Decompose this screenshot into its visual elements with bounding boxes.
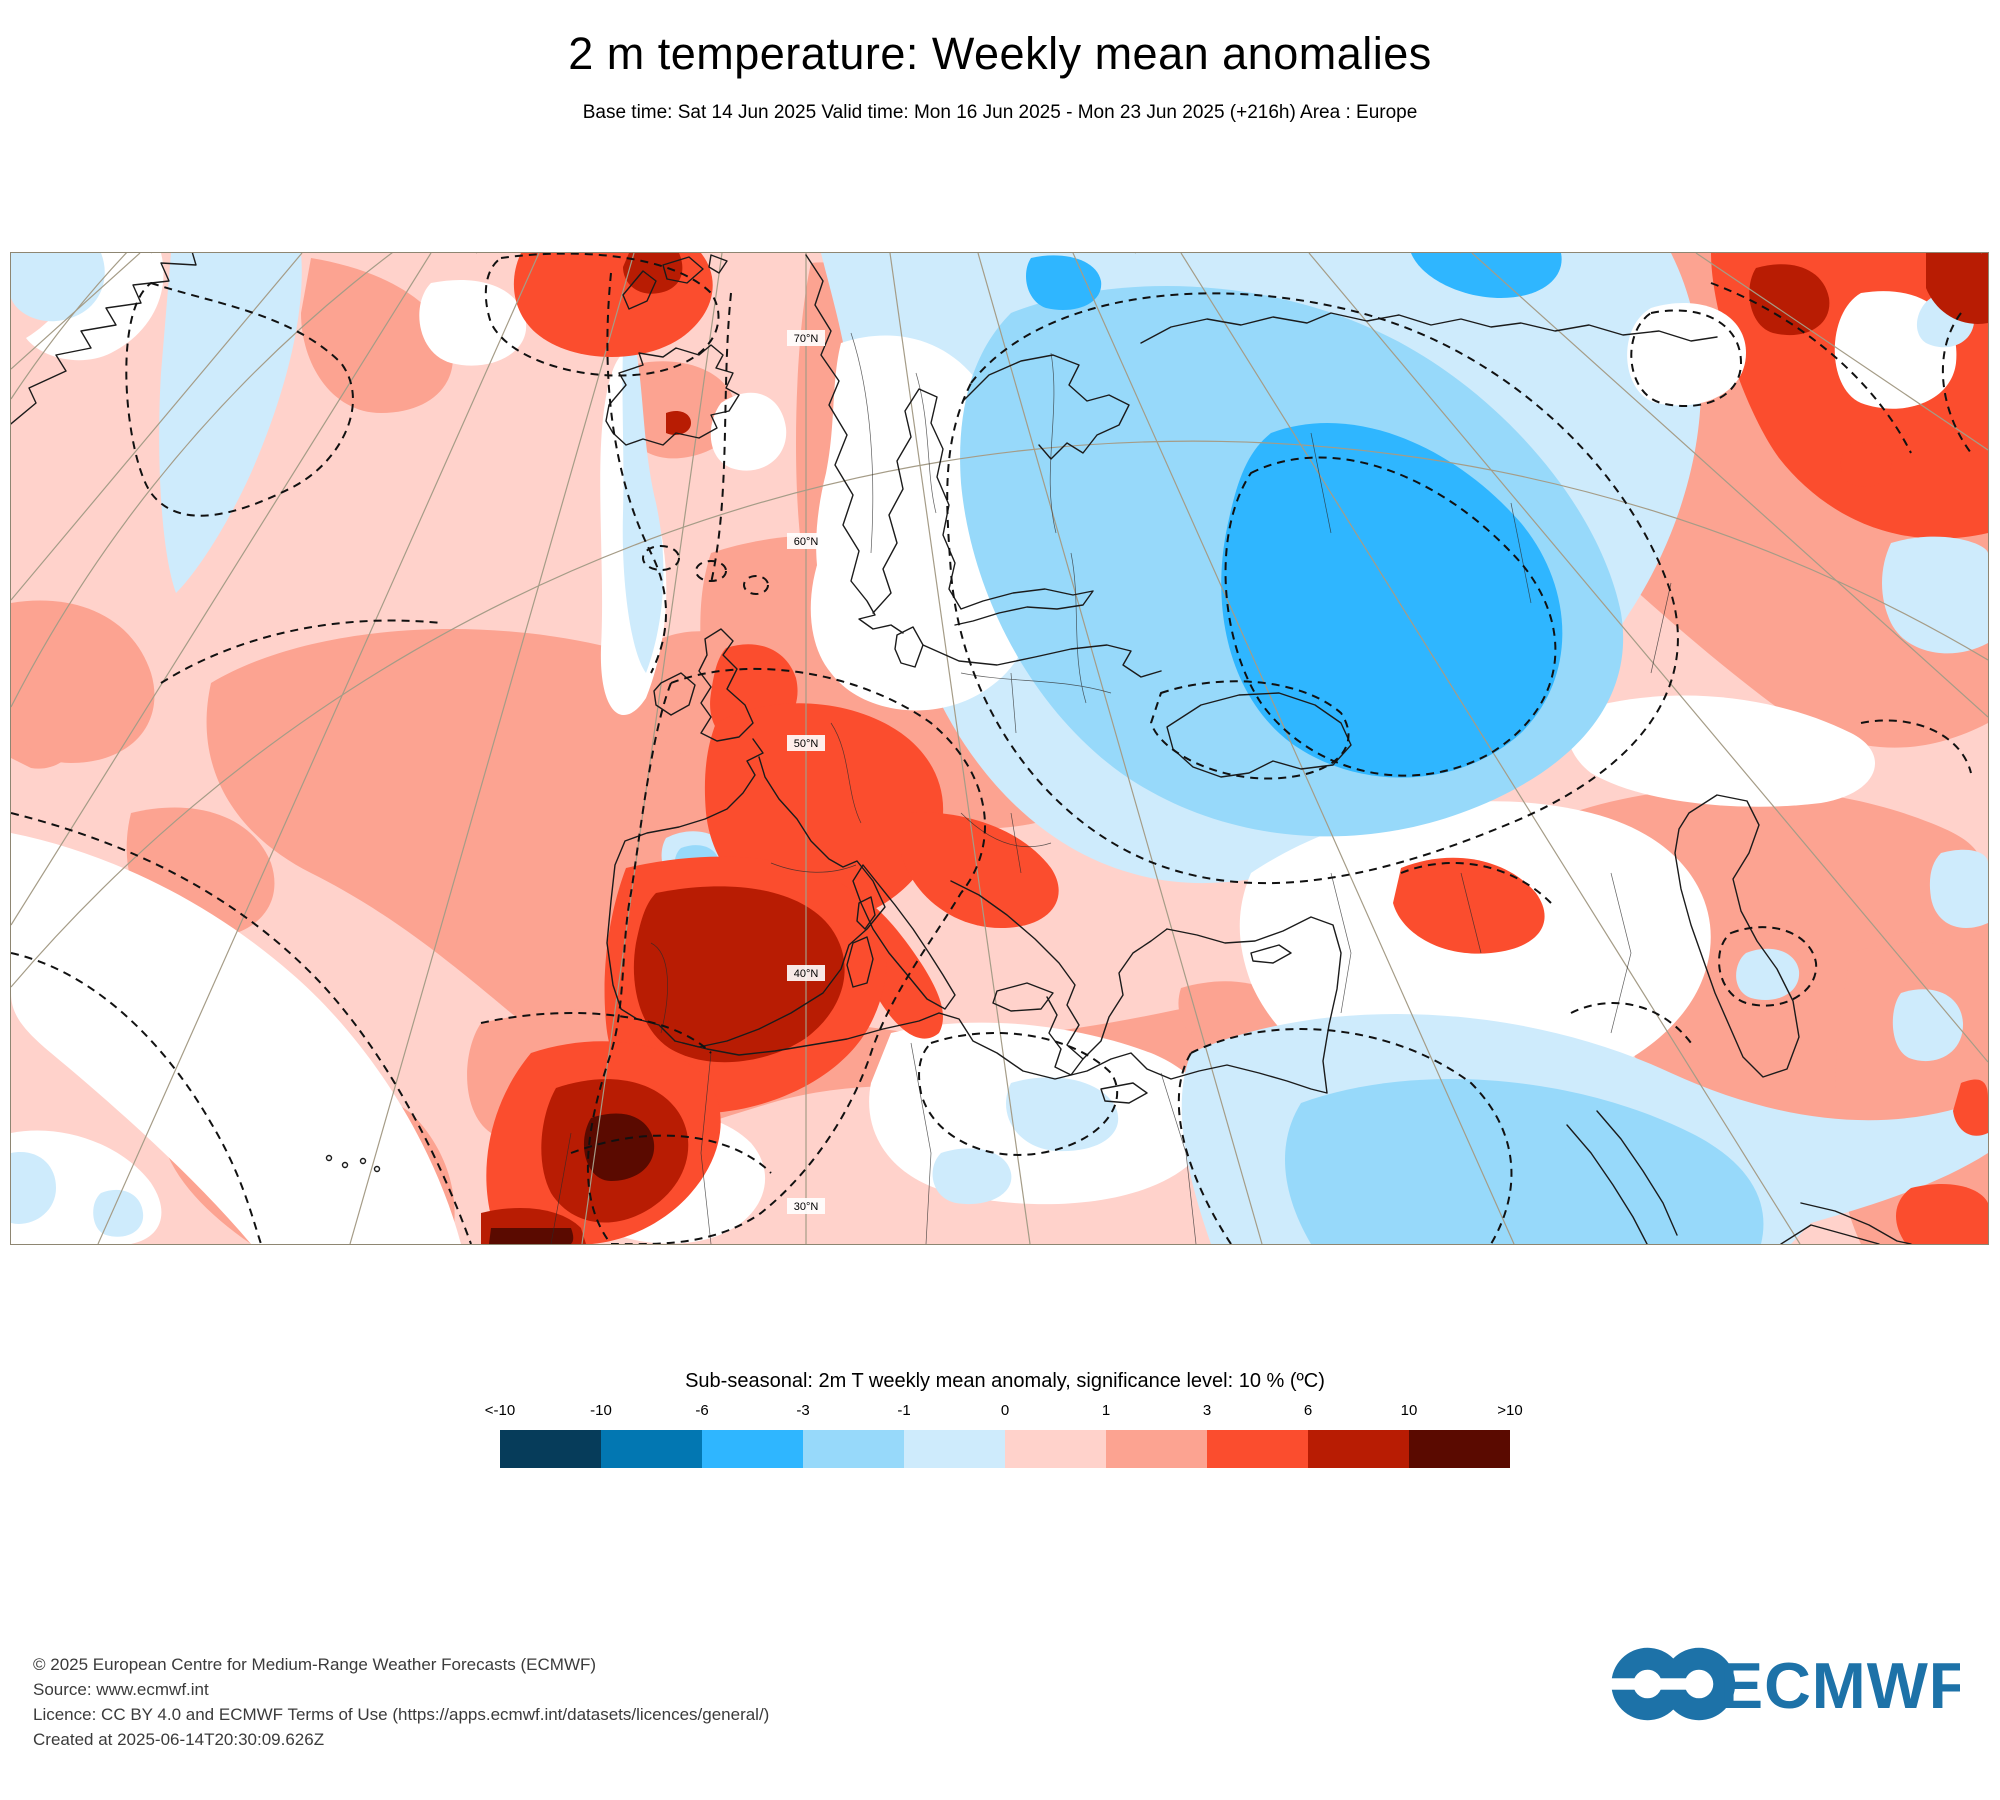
colorbar-tick-1: -10 [590,1402,612,1419]
colorbar-tick-4: -1 [897,1402,911,1419]
colorbar-box-9 [1409,1430,1510,1468]
colorbar-tick-3: -3 [796,1402,810,1419]
ecmwf-logo: ECMWF [1598,1636,1968,1732]
colorbar-box-6 [1106,1430,1207,1468]
colorbar-box-2 [702,1430,803,1468]
lat-label-50n: 50°N [794,738,819,750]
page-title: 2 m temperature: Weekly mean anomalies [568,28,1432,79]
legend-tick-labels: <-10 -10 -6 -3 -1 0 1 3 6 10 >10 [485,1402,1523,1420]
anomaly-map: 70°N 60°N 50°N 40°N 30°N [10,252,1989,1245]
lat-label-30n: 30°N [794,1201,819,1213]
legend-title: Sub-seasonal: 2m T weekly mean anomaly, … [685,1370,1325,1392]
colorbar-tick-0: <-10 [484,1402,516,1419]
lat-label-70n: 70°N [794,333,819,345]
lat-label-40n: 40°N [794,968,819,980]
colorbar-tick-2: -6 [695,1402,709,1419]
significance-contours [11,253,1972,1244]
colorbar-box-4 [904,1430,1005,1468]
ecmwf-logo-text: ECMWF [1720,1649,1960,1722]
footer-copyright: © 2025 European Centre for Medium-Range … [33,1655,597,1674]
footer-licence: Licence: CC BY 4.0 and ECMWF Terms of Us… [33,1705,770,1724]
colorbar-box-7 [1207,1430,1308,1468]
colorbar-tick-10: >10 [1497,1402,1523,1419]
page-subtitle: Base time: Sat 14 Jun 2025 Valid time: M… [582,102,1418,123]
colorbar-box-0 [500,1430,601,1468]
anomaly-regions-gt10 [489,1113,655,1244]
colorbar-tick-8: 6 [1303,1402,1313,1419]
colorbar-tick-5: 0 [1000,1402,1010,1419]
colorbar-box-5 [1005,1430,1106,1468]
colorbar-tick-9: 10 [1400,1402,1418,1419]
coastlines [11,253,1912,1244]
graticule-labels: 70°N 60°N 50°N 40°N 30°N [787,330,825,1214]
colorbar-tick-7: 3 [1202,1402,1212,1419]
colorbar-tick-6: 1 [1101,1402,1111,1419]
footer-source: Source: www.ecmwf.int [33,1680,209,1699]
anomaly-regions-neg6-neg3 [1026,253,1563,778]
colorbar-box-3 [803,1430,904,1468]
colorbar-box-8 [1308,1430,1409,1468]
colorbar-box-1 [601,1430,702,1468]
lat-label-60n: 60°N [794,536,819,548]
footer: © 2025 European Centre for Medium-Range … [33,1652,769,1752]
legend-colorbar [500,1430,1510,1468]
footer-created-at: Created at 2025-06-14T20:30:09.626Z [33,1730,325,1749]
